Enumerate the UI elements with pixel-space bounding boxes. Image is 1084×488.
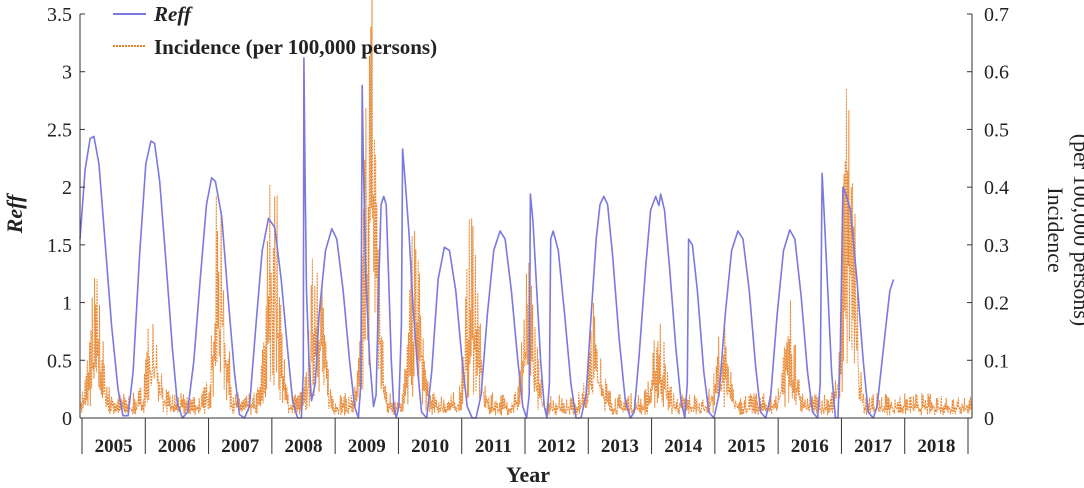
y-left-tick-label: 0.5 <box>47 350 72 372</box>
x-tick-label: 2013 <box>601 436 639 457</box>
incidence-series-line <box>79 0 973 416</box>
y-left-tick-label: 2 <box>62 177 72 199</box>
x-tick-label: 2017 <box>854 436 893 457</box>
x-tick-label: 2016 <box>791 436 829 457</box>
x-tick-label: 2014 <box>664 436 703 457</box>
y-left-tick-label: 1 <box>62 293 72 315</box>
y-right-tick-label: 0.5 <box>984 119 1009 141</box>
x-axis-title: Year <box>506 462 550 487</box>
y-right-tick-label: 0.4 <box>984 177 1009 199</box>
x-tick-label: 2009 <box>348 436 386 457</box>
legend-reff-label: Reff <box>153 2 193 26</box>
y-right-tick-label: 0.7 <box>984 4 1009 26</box>
x-tick-label: 2018 <box>917 436 955 457</box>
y-left-tick-label: 1.5 <box>47 235 72 257</box>
y-right-tick-label: 0.2 <box>984 293 1009 315</box>
legend: Reff Incidence (per 100,000 persons) <box>113 2 437 59</box>
y-right-tick-label: 0.6 <box>984 62 1009 84</box>
y-axis-right-title-line2: (per 100,000 persons) <box>1069 134 1084 326</box>
x-tick-label: 2006 <box>158 436 196 457</box>
x-tick-label: 2010 <box>411 436 449 457</box>
reff-series-line <box>79 57 895 419</box>
axes: 0 0.5 1 1.5 2 2.5 3 3.5 0 0.1 0.2 0.3 0.4 0.5 0.6 0.7 20… <box>47 4 1009 457</box>
y-left-tick-label: 3.5 <box>47 4 72 26</box>
y-axis-right-title-line1: Incidence <box>1043 187 1068 273</box>
y-axis-left-title: Reff <box>2 192 27 234</box>
legend-incidence-label: Incidence (per 100,000 persons) <box>154 35 437 59</box>
x-tick-label: 2007 <box>221 436 260 457</box>
y-left-tick-label: 0 <box>62 408 72 430</box>
y-right-tick-label: 0.3 <box>984 235 1009 257</box>
x-tick-label: 2008 <box>285 436 323 457</box>
x-tick-label: 2012 <box>538 436 576 457</box>
x-tick-label: 2005 <box>95 436 133 457</box>
y-left-tick-label: 3 <box>62 62 72 84</box>
y-right-tick-label: 0 <box>984 408 994 430</box>
x-tick-label: 2011 <box>475 436 512 457</box>
y-left-tick-label: 2.5 <box>47 119 72 141</box>
plot-area <box>79 0 973 419</box>
x-tick-label: 2015 <box>728 436 766 457</box>
y-right-tick-label: 0.1 <box>984 350 1009 372</box>
